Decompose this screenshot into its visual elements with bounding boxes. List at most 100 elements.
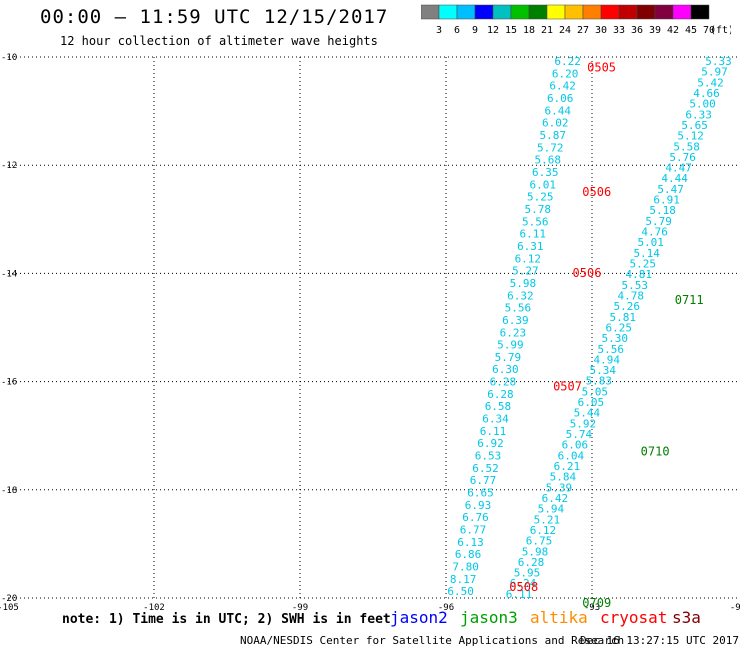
track-b-point-label: 6.11 bbox=[506, 588, 533, 601]
x-tick-label: -99 bbox=[292, 603, 308, 613]
track-b-point-label: 5.47 bbox=[657, 183, 684, 196]
track-a-point-label: 6.86 bbox=[455, 548, 482, 561]
track-a-point-label: 6.30 bbox=[492, 363, 519, 376]
pass-time-label: 0508 bbox=[509, 580, 538, 594]
colorbar-tick-label: 70 bbox=[703, 25, 715, 36]
colorbar-tick-label: 36 bbox=[631, 25, 643, 36]
colorbar-tick-label: 24 bbox=[559, 25, 571, 36]
track-b-point-label: 4.94 bbox=[594, 353, 621, 366]
footer-credit: NOAA/NESDIS Center for Satellite Applica… bbox=[240, 634, 625, 647]
track-b-point-label: 5.56 bbox=[598, 343, 625, 356]
colorbar-tick-label: 18 bbox=[523, 25, 535, 36]
track-b-point-label: 5.05 bbox=[582, 385, 609, 398]
chart-subtitle: 12 hour collection of altimeter wave hei… bbox=[60, 34, 378, 48]
track-b-point-label: 5.34 bbox=[590, 364, 617, 377]
colorbar-tick-label: 45 bbox=[685, 25, 697, 36]
track-a-point-label: 6.77 bbox=[470, 474, 497, 487]
track-b-point-label: 6.28 bbox=[518, 556, 545, 569]
track-b-point-label: 5.92 bbox=[570, 417, 597, 430]
track-a-point-label: 6.31 bbox=[517, 240, 544, 253]
track-a-point-label: 6.02 bbox=[542, 117, 569, 130]
track-b-point-label: 5.94 bbox=[538, 503, 565, 516]
track-b-point-label: 5.00 bbox=[689, 98, 716, 111]
track-a-point-label: 6.35 bbox=[532, 166, 559, 179]
track-a-point-label: 6.13 bbox=[457, 536, 484, 549]
track-b-point-label: 5.83 bbox=[586, 375, 613, 388]
colorbar-tick-label: 3 bbox=[436, 25, 442, 36]
track-a-point-label: 5.56 bbox=[505, 302, 532, 315]
track-a-point-label: 6.06 bbox=[547, 92, 574, 105]
track-a-point-label: 6.23 bbox=[500, 326, 527, 339]
colorbar-tick-label: 39 bbox=[649, 25, 661, 36]
track-b-point-label: 5.98 bbox=[522, 545, 549, 558]
track-b-point-label: 5.39 bbox=[546, 481, 573, 494]
colorbar-swatch bbox=[690, 4, 710, 20]
track-a-point-label: 6.53 bbox=[475, 450, 502, 463]
colorbar-tick-label: 9 bbox=[472, 25, 478, 36]
colorbar-unit-label: (ft) bbox=[710, 25, 731, 36]
track-a-point-label: 5.99 bbox=[497, 339, 524, 352]
track-a-point-label: 6.93 bbox=[465, 499, 492, 512]
pass-time-label: 0505 bbox=[587, 60, 616, 74]
track-a-point-label: 6.42 bbox=[549, 80, 576, 93]
y-tick-label: -18 bbox=[1, 486, 17, 496]
track-a-point-label: 6.44 bbox=[544, 104, 571, 117]
pass-time-label: 0507 bbox=[553, 380, 582, 394]
track-b-point-label: 6.04 bbox=[558, 449, 585, 462]
x-tick-label: -90 bbox=[730, 603, 740, 613]
track-b-point-label: 5.25 bbox=[629, 257, 656, 270]
track-b-point-label: 4.81 bbox=[625, 268, 652, 281]
track-b-point-label: 5.76 bbox=[669, 151, 696, 164]
colorbar-tick-label: 12 bbox=[487, 25, 499, 36]
track-a-point-label: 8.17 bbox=[450, 573, 477, 586]
legend-altika: altika bbox=[530, 608, 588, 627]
pass-time-label: 0709 bbox=[582, 596, 611, 610]
track-b-point-label: 6.25 bbox=[606, 321, 633, 334]
track-a-point-label: 6.32 bbox=[507, 289, 534, 302]
track-b-point-label: 5.65 bbox=[681, 119, 708, 132]
colorbar-tick-label: 27 bbox=[577, 25, 589, 36]
y-tick-label: -20 bbox=[1, 594, 17, 604]
note-text: note: 1) Time is in UTC; 2) SWH is in fe… bbox=[62, 612, 391, 627]
x-tick-label: -102 bbox=[143, 603, 165, 613]
track-b-point-label: 5.44 bbox=[574, 407, 601, 420]
track-a-point-label: 6.20 bbox=[552, 67, 579, 80]
pass-time-label: 0506 bbox=[582, 185, 611, 199]
track-b-point-label: 5.79 bbox=[645, 215, 672, 228]
track-b-point-label: 6.33 bbox=[685, 108, 712, 121]
track-a-point-label: 5.27 bbox=[512, 265, 539, 278]
track-b-point-label: 5.58 bbox=[673, 140, 700, 153]
track-a-point-label: 6.58 bbox=[485, 400, 512, 413]
track-b-point-label: 6.12 bbox=[530, 524, 557, 537]
track-a-point-label: 6.50 bbox=[447, 585, 474, 598]
track-a-point-label: 5.72 bbox=[537, 141, 564, 154]
track-b-point-label: 5.14 bbox=[633, 247, 660, 260]
y-tick-label: -10 bbox=[1, 53, 17, 63]
track-a-point-label: 6.65 bbox=[467, 487, 494, 500]
colorbar-tick-label: 33 bbox=[613, 25, 625, 36]
y-tick-label: -12 bbox=[1, 161, 17, 171]
track-a-point-label: 6.34 bbox=[482, 413, 509, 426]
track-b-point-label: 6.21 bbox=[554, 460, 581, 473]
pass-time-label: 0506 bbox=[573, 266, 602, 280]
track-a-point-label: 5.56 bbox=[522, 215, 549, 228]
track-b-point-label: 4.44 bbox=[661, 172, 688, 185]
x-tick-label: -96 bbox=[438, 603, 454, 613]
legend-s3a: s3a bbox=[672, 608, 701, 627]
track-b-point-label: 5.42 bbox=[697, 76, 724, 89]
y-tick-label: -14 bbox=[1, 269, 17, 279]
track-a-point-label: 5.79 bbox=[495, 351, 522, 364]
track-b-point-label: 5.97 bbox=[701, 66, 728, 79]
pass-time-label: 0710 bbox=[641, 445, 670, 459]
track-a-point-label: 6.92 bbox=[477, 437, 504, 450]
track-a-point-label: 6.01 bbox=[530, 178, 557, 191]
x-tick-label: -105 bbox=[0, 603, 19, 613]
track-b-point-label: 5.33 bbox=[705, 55, 732, 68]
x-tick-label: -93 bbox=[584, 603, 600, 613]
track-b-point-label: 5.12 bbox=[677, 130, 704, 143]
track-a-point-label: 6.28 bbox=[490, 376, 517, 389]
track-b-point-label: 6.91 bbox=[653, 194, 680, 207]
